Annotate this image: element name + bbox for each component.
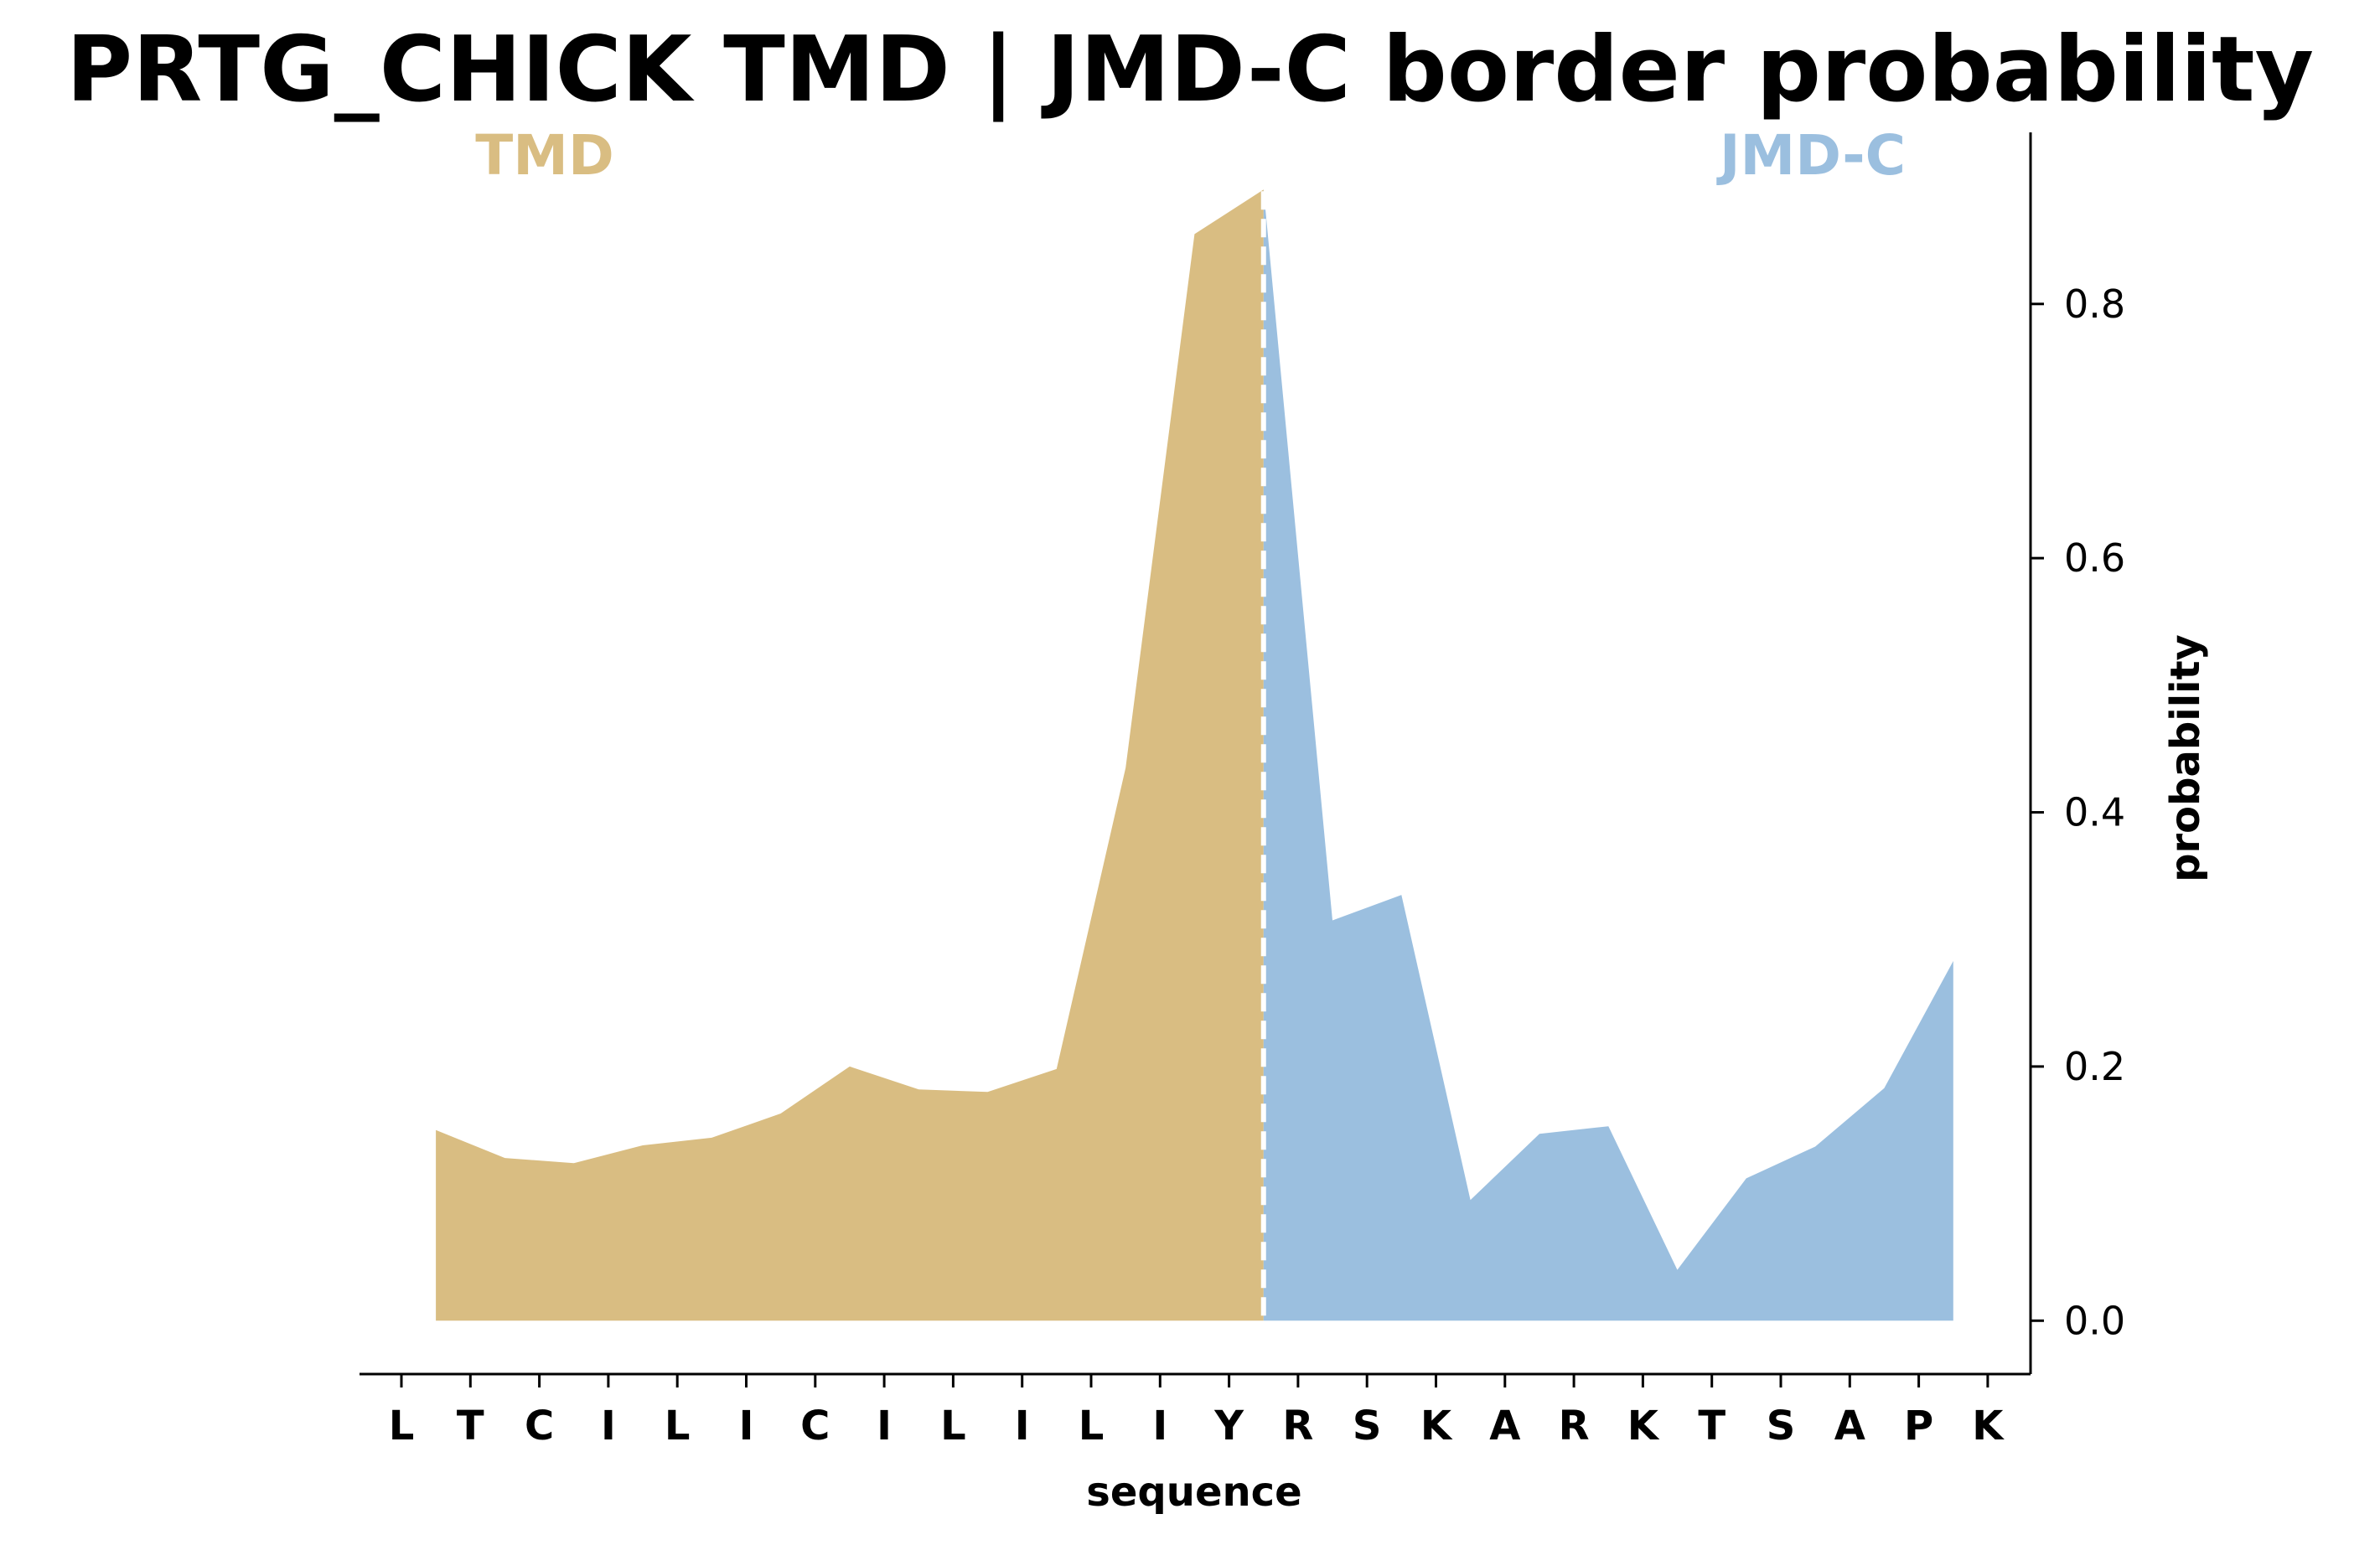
x-tick-label: T	[1698, 1403, 1726, 1449]
x-tick-label: L	[1079, 1403, 1105, 1449]
x-tick-label: A	[1489, 1403, 1520, 1449]
x-tick-label: I	[877, 1403, 892, 1449]
chart-title: PRTG_CHICK TMD | JMD-C border probabilit…	[66, 18, 2314, 122]
x-tick-label: S	[1767, 1403, 1796, 1449]
y-tick-label: 0.2	[2064, 1044, 2125, 1089]
x-tick-label: K	[1627, 1403, 1660, 1449]
x-axis-label: sequence	[1086, 1469, 1301, 1516]
x-tick-label: P	[1904, 1403, 1933, 1449]
y-tick-label: 0.8	[2064, 282, 2125, 327]
x-tick-label: C	[525, 1403, 554, 1449]
jmd-c-region-label: JMD-C	[1716, 123, 1906, 188]
x-tick-label: K	[1972, 1403, 2005, 1449]
x-tick-label: I	[739, 1403, 754, 1449]
x-tick-label: I	[1015, 1403, 1030, 1449]
area-jmd-c	[1263, 189, 1953, 1321]
x-tick-label: I	[1152, 1403, 1167, 1449]
x-tick-label: K	[1420, 1403, 1453, 1449]
x-tick-label: L	[940, 1403, 966, 1449]
plot-area: L T C I L I C I L I L I Y R S K A R K T S A P K0.00.20.40.60.8	[360, 132, 2125, 1449]
y-tick-label: 0.0	[2064, 1298, 2125, 1343]
x-tick-label: Y	[1213, 1403, 1244, 1449]
x-tick-label: C	[800, 1403, 830, 1449]
y-tick-label: 0.4	[2064, 790, 2125, 835]
x-tick-label: L	[665, 1403, 691, 1449]
x-tick-label: A	[1834, 1403, 1865, 1449]
x-tick-label: S	[1353, 1403, 1382, 1449]
x-tick-label: R	[1282, 1403, 1313, 1449]
x-tick-label: I	[601, 1403, 616, 1449]
y-axis-label: probability	[2162, 634, 2209, 882]
x-tick-label: R	[1559, 1403, 1590, 1449]
area-tmd	[436, 189, 1264, 1321]
x-tick-label: T	[457, 1403, 484, 1449]
x-tick-label: L	[389, 1403, 415, 1449]
tmd-region-label: TMD	[475, 123, 613, 188]
y-tick-label: 0.6	[2064, 535, 2125, 581]
